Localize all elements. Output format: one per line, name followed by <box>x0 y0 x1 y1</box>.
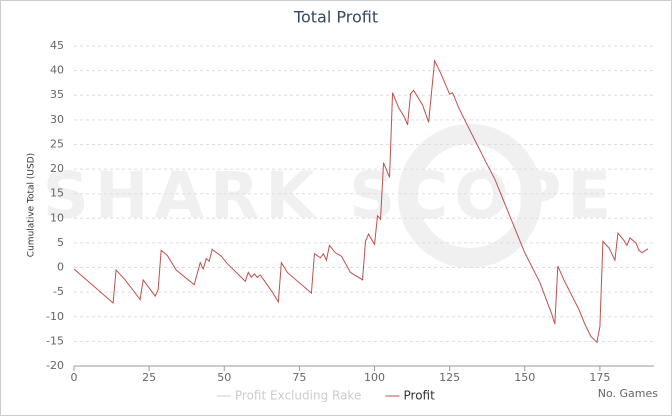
x-tick-label: 25 <box>142 371 156 384</box>
y-tick-label: 30 <box>50 113 64 126</box>
x-axis-label: No. Games <box>598 387 659 400</box>
x-tick-label: 50 <box>217 371 231 384</box>
y-tick-label: -5 <box>53 285 64 298</box>
y-tick-label: 5 <box>57 236 64 249</box>
x-tick-label: 75 <box>292 371 306 384</box>
x-tick-label: 100 <box>364 371 385 384</box>
y-tick-label: 20 <box>50 162 64 175</box>
y-tick-label: -15 <box>46 334 64 347</box>
y-tick-label: 15 <box>50 187 64 200</box>
data-line <box>73 58 649 344</box>
y-tick-label: 0 <box>57 261 64 274</box>
y-tick-label: -20 <box>46 359 64 372</box>
y-axis-label: Cumulative Total (USD) <box>27 153 37 257</box>
chart-title: Total Profit <box>293 8 378 27</box>
legend-label: Profit Excluding Rake <box>235 389 361 403</box>
y-tick-label: -10 <box>46 310 64 323</box>
y-tick-label: 25 <box>50 137 64 150</box>
watermark-circle <box>398 124 542 268</box>
x-tick-label: 0 <box>71 371 78 384</box>
x-tick-label: 125 <box>439 371 460 384</box>
y-tick-label: 35 <box>50 88 64 101</box>
y-tick-label: 40 <box>50 64 64 77</box>
watermark-ring <box>398 124 542 268</box>
legend-label: Profit <box>404 389 436 403</box>
x-tick-label: 150 <box>514 371 535 384</box>
y-tick-label: 45 <box>50 39 64 52</box>
y-tick-label: 10 <box>50 211 64 224</box>
x-tick-label: 175 <box>589 371 610 384</box>
